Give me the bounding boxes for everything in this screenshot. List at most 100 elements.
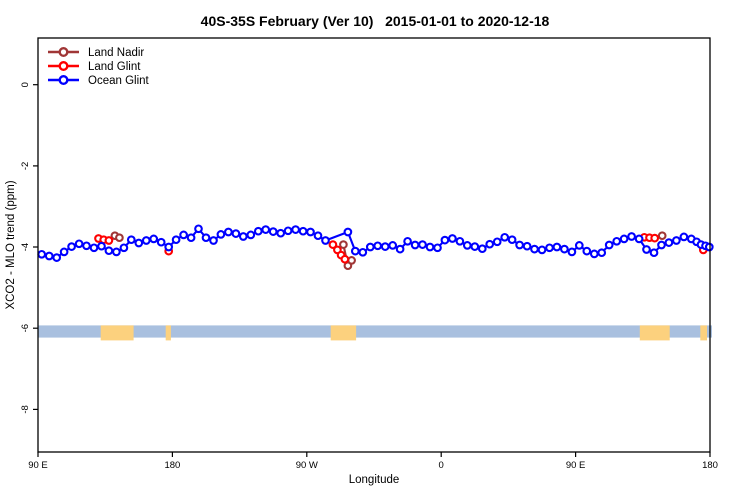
data-point-ocean-glint [567,247,577,257]
data-point-ocean-glint [448,234,457,243]
data-point-ocean-glint [97,241,106,251]
data-point-ocean-glint [179,230,188,240]
legend-label-ocean-glint: Ocean Glint [88,75,150,87]
data-point-ocean-glint [679,232,689,242]
data-point-ocean-glint [194,224,203,234]
data-point-ocean-glint [500,232,510,242]
data-point-ocean-glint [552,242,562,252]
data-point-ocean-glint [67,242,76,251]
data-point-ocean-glint [537,245,547,255]
series-ocean-glint [37,224,714,262]
data-point-ocean-glint [112,247,121,257]
y-tick-label: -8 [20,405,31,413]
data-point-ocean-glint [298,226,308,236]
data-point-ocean-glint [470,242,480,251]
map-strip-land-patch [639,325,670,341]
data-point-ocean-glint [313,231,323,241]
chart-title: 40S-35S February (Ver 10) 2015-01-01 to … [200,13,550,29]
data-point-ocean-glint [253,226,263,236]
data-point-ocean-glint [59,247,69,257]
data-point-ocean-glint [604,240,614,250]
data-point-ocean-glint [582,246,592,256]
data-point-ocean-glint [388,241,398,250]
data-point-ocean-glint [321,236,330,245]
data-point-ocean-glint [627,232,636,241]
data-point-ocean-glint [619,234,629,244]
legend-marker-ocean-glint [58,74,69,85]
x-axis-title: Longitude [348,474,400,486]
data-point-ocean-glint [52,253,62,262]
data-point-ocean-glint [597,248,607,258]
legend-item-land-nadir: Land Nadir [48,47,144,59]
data-point-ocean-glint [44,251,54,261]
data-point-land-glint [328,240,338,249]
data-point-ocean-glint [574,241,584,250]
legend-label-land-nadir: Land Nadir [88,47,144,59]
data-point-ocean-glint [373,241,383,251]
data-point-ocean-glint [664,238,674,247]
data-point-ocean-glint [276,228,286,238]
data-point-ocean-glint [530,244,539,254]
data-point-ocean-glint [589,249,599,259]
y-tick-label: -6 [20,324,31,332]
data-point-ocean-glint [455,236,465,246]
data-point-ocean-glint [291,225,300,234]
data-point-ocean-glint [231,229,241,238]
data-point-ocean-glint [156,237,166,247]
y-tick-label: -4 [20,243,31,251]
data-point-ocean-glint [358,247,368,257]
data-point-ocean-glint [261,225,271,234]
x-tick-label: 90 W [296,460,318,471]
data-point-ocean-glint [82,241,91,251]
map-strip-land-patch [700,325,707,341]
data-point-ocean-glint [649,248,659,258]
data-point-ocean-glint [343,227,353,237]
data-point-ocean-glint [522,241,532,251]
data-point-ocean-glint [507,235,517,245]
map-strip-land-patch [165,325,171,341]
map-strip-land-patch [100,325,134,341]
data-point-ocean-glint [642,245,651,254]
data-point-ocean-glint [149,234,159,244]
data-point-ocean-glint [365,242,375,252]
data-point-ocean-glint [238,232,248,241]
data-point-ocean-glint [224,227,233,237]
data-point-land-nadir [347,256,356,265]
data-point-ocean-glint [89,243,99,253]
data-point-ocean-glint [477,244,487,254]
data-point-ocean-glint [201,233,211,243]
data-point-ocean-glint [209,236,218,245]
data-point-ocean-glint [74,239,84,249]
data-point-ocean-glint [672,236,681,245]
x-tick-label: 0 [439,460,444,471]
data-point-ocean-glint [395,244,405,254]
data-point-ocean-glint [186,233,196,243]
y-axis: 0 -2 -4 -6 -8 [20,82,38,414]
x-tick-label: 90 E [566,460,586,471]
data-point-land-nadir [339,240,348,249]
data-point-ocean-glint [134,238,144,248]
x-tick-label: 180 [702,460,718,471]
data-point-land-nadir [657,231,667,241]
data-point-land-glint [340,254,350,264]
data-point-ocean-glint [440,235,450,245]
data-point-ocean-glint [657,240,666,250]
data-point-ocean-glint [380,242,390,251]
data-point-ocean-glint [462,241,472,250]
data-point-ocean-glint [418,240,427,249]
data-point-ocean-glint [410,240,420,250]
data-point-ocean-glint [612,236,622,246]
data-point-ocean-glint [37,249,47,259]
data-point-ocean-glint [268,227,278,236]
data-point-ocean-glint [141,236,151,245]
map-strip [38,325,712,341]
legend-marker-land-glint [58,61,69,72]
legend-item-land-glint: Land Glint [48,61,141,73]
y-tick-label: -2 [20,162,31,170]
data-point-ocean-glint [350,246,360,256]
legend: Land Nadir Land Glint Ocean Glint [48,47,150,87]
data-point-ocean-glint [492,237,502,247]
data-point-land-glint [650,233,660,243]
